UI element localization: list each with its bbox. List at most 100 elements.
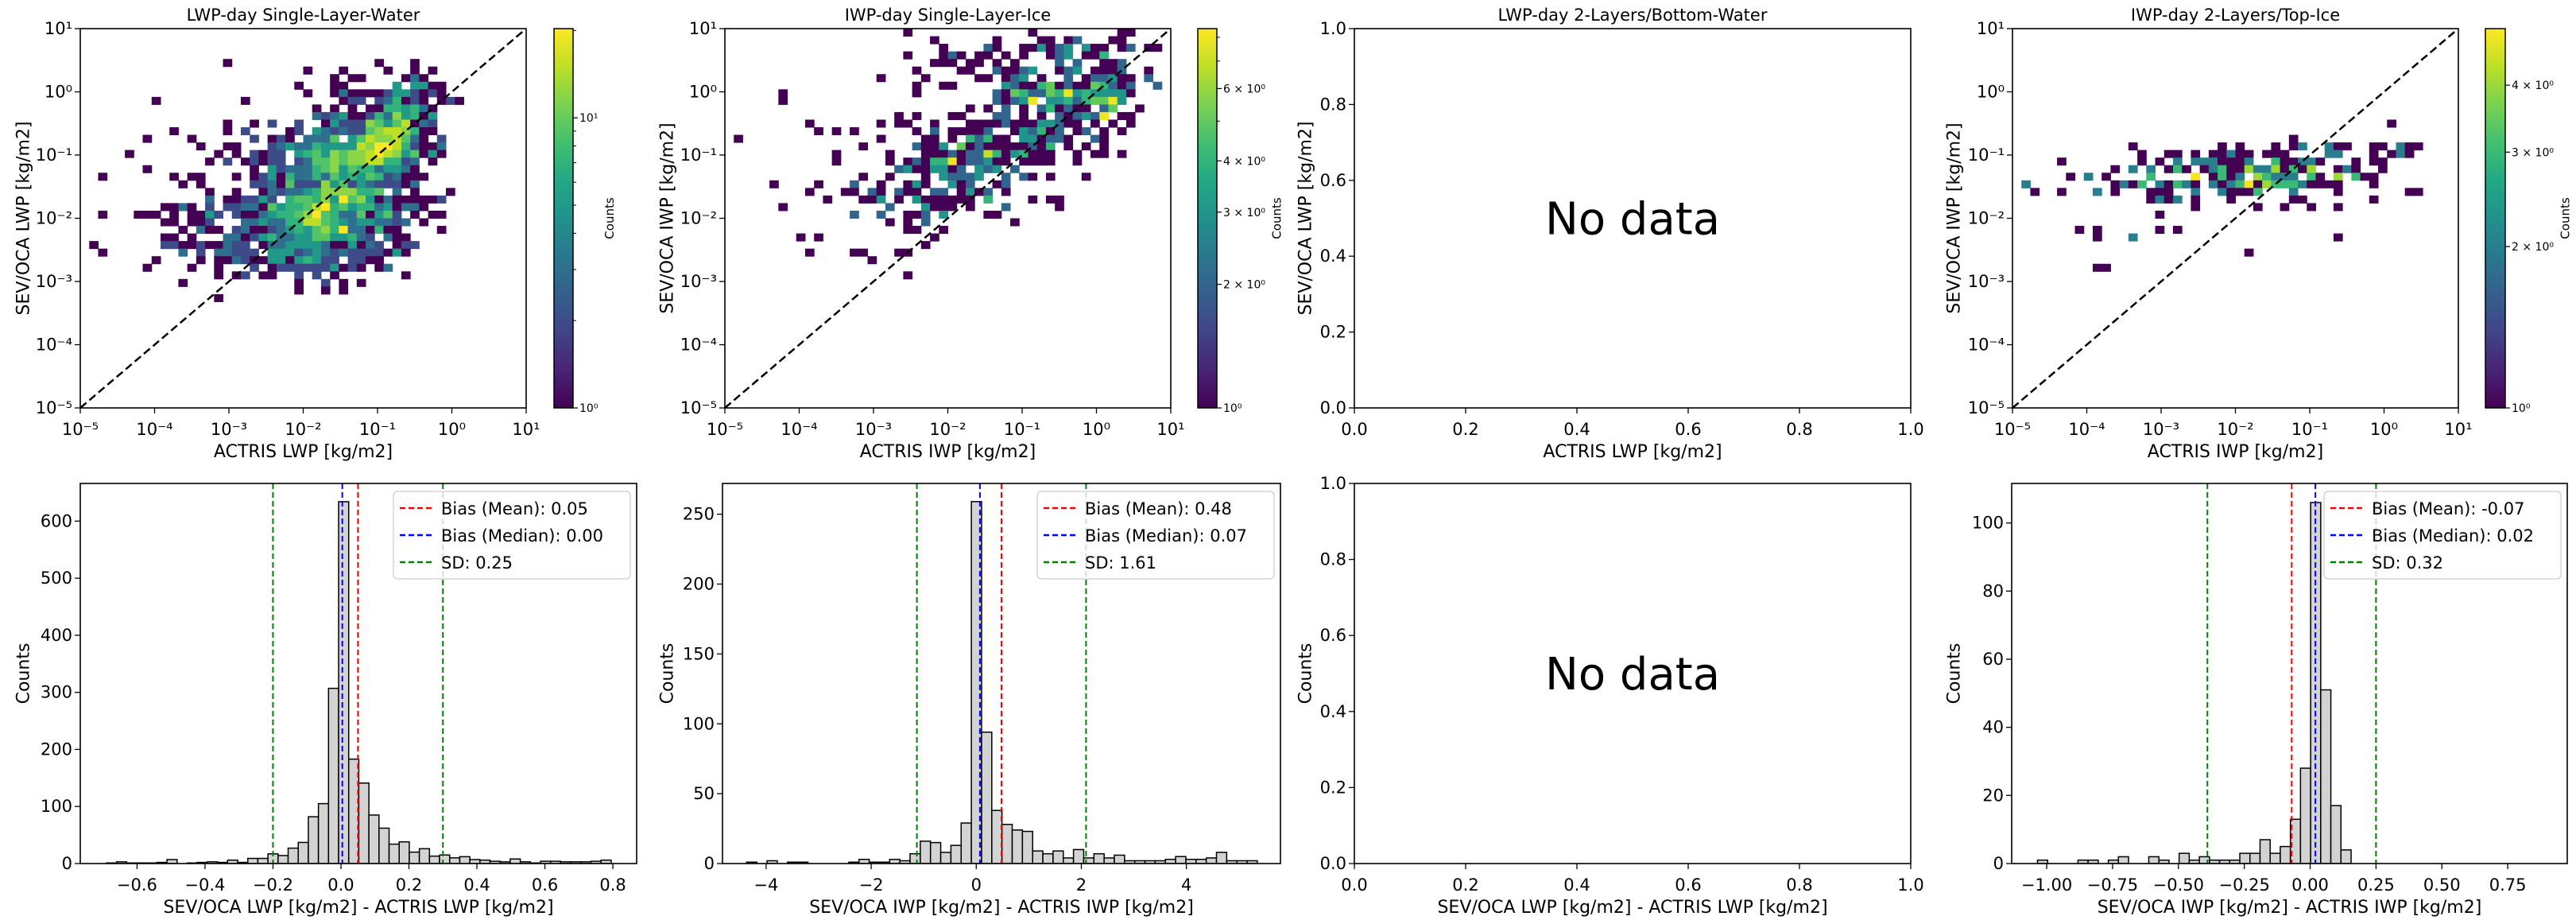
y-tick-label: 10⁻⁴ <box>36 336 72 355</box>
heatmap-cell <box>939 210 948 219</box>
legend: Bias (Mean): -0.07 Bias (Median): 0.02 SD:… <box>2323 491 2562 580</box>
histogram-bar <box>1011 829 1024 864</box>
heatmap-cell <box>965 142 975 151</box>
heatmap-cell <box>2262 165 2272 173</box>
heatmap-cell <box>2218 157 2227 166</box>
heatmap-cell <box>2128 142 2138 151</box>
heatmap-cell <box>1010 218 1020 227</box>
x-tick-label: 10⁰ <box>2370 420 2398 439</box>
heatmap-cell <box>347 256 358 265</box>
heatmap-cell <box>339 96 349 105</box>
heatmap-cell <box>419 203 429 212</box>
heatmap-cell <box>312 256 322 265</box>
heatmap-cell <box>2244 149 2254 158</box>
heatmap-cell <box>2404 149 2415 158</box>
panel-top-4: 10⁰ 2 × 10⁰ 3 × 10⁰ 4 × 10⁰ Counts 10⁻⁵ 10⁻⁴ 10… <box>1945 6 2573 462</box>
heatmap-cell <box>320 149 331 158</box>
heatmap-cell <box>920 210 931 219</box>
x-tick-label: −0.4 <box>184 875 225 895</box>
x-tick-label: 0.0 <box>1341 420 1367 439</box>
heatmap-cell <box>436 81 447 90</box>
heatmap-cell <box>956 127 966 136</box>
heatmap-cell <box>2413 188 2423 196</box>
heatmap-cell <box>1099 134 1109 143</box>
heatmap-cell <box>1081 173 1091 181</box>
heatmap-cell <box>169 233 179 242</box>
heatmap-cell <box>2253 165 2263 173</box>
histogram-bar <box>378 827 390 864</box>
heatmap-cell <box>1010 66 1020 75</box>
heatmap-cell <box>1010 81 1020 90</box>
heatmap-cell <box>196 173 206 181</box>
heatmap-cell <box>2307 157 2316 166</box>
heatmap-cell <box>992 36 1002 45</box>
heatmap-cell <box>374 165 384 173</box>
heatmap-cell <box>285 241 295 250</box>
heatmap-cell <box>1117 59 1127 68</box>
heatmap-cell <box>428 81 438 90</box>
heatmap-cell <box>1108 59 1118 68</box>
heatmap-cell <box>419 134 429 143</box>
heatmap-cell <box>903 119 913 128</box>
heatmap-cell <box>187 203 197 212</box>
heatmap-cell <box>2378 165 2388 173</box>
heatmap-cell <box>347 263 358 272</box>
heatmap-cell <box>320 218 331 227</box>
heatmap-cell <box>1055 203 1064 212</box>
heatmap-cell <box>223 119 233 128</box>
heatmap-cell <box>1081 51 1091 60</box>
panel-top-3: No data 0.0 0.2 0.4 0.6 0.8 1.0 0.0 0.2 0.4 0.6 0.8… <box>1296 6 1924 462</box>
heatmap-cell <box>2378 157 2388 166</box>
x-axis-label: ACTRIS IWP [kg/m2] <box>2148 442 2323 462</box>
heatmap-cell <box>956 51 966 60</box>
heatmap-cell <box>1117 127 1127 136</box>
heatmap-cell <box>401 89 411 98</box>
heatmap-cell <box>330 165 339 173</box>
heatmap-cell <box>294 210 304 219</box>
heatmap-cell <box>294 195 304 204</box>
y-tick-label: 0 <box>62 854 72 873</box>
heatmap-cell <box>947 134 958 143</box>
heatmap-cell <box>347 188 358 196</box>
heatmap-cell <box>410 59 420 68</box>
heatmap-cell <box>992 89 1002 98</box>
heatmap-cell <box>410 119 420 128</box>
x-axis-label: SEV/OCA LWP [kg/m2] - ACTRIS LWP [kg/m2] <box>163 898 553 918</box>
y-tick-label: 0.4 <box>1320 246 1346 266</box>
y-tick-label: 0.8 <box>1320 95 1346 114</box>
heatmap-cell <box>2021 180 2031 188</box>
heatmap-cell <box>2280 149 2290 158</box>
heatmap-cell <box>885 149 895 158</box>
heatmap-cell <box>303 165 313 173</box>
heatmap-cell <box>374 226 384 235</box>
heatmap-cell <box>2191 188 2201 196</box>
heatmap-cell <box>930 119 939 128</box>
heatmap-cell <box>2092 226 2102 235</box>
x-tick-label: 10⁻³ <box>2143 420 2179 439</box>
heatmap-cell <box>912 210 922 219</box>
x-tick-label: 10⁻⁵ <box>1994 420 2031 439</box>
heatmap-cell <box>1090 44 1100 52</box>
heatmap-cell <box>151 256 161 265</box>
heatmap-cell <box>285 142 295 151</box>
heatmap-cell <box>1036 36 1047 45</box>
heatmap-cell <box>320 119 331 128</box>
heatmap-cell <box>276 218 286 227</box>
one-to-one-line <box>80 29 526 408</box>
heatmap-cell <box>410 127 420 136</box>
heatmap-cell <box>330 104 339 113</box>
heatmap-cell <box>947 173 958 181</box>
heatmap-cell <box>410 81 420 90</box>
histogram-bar <box>1032 850 1044 864</box>
heatmap-cell <box>2208 173 2218 181</box>
heatmap-cell <box>2191 180 2201 188</box>
heatmap-cell <box>850 188 859 196</box>
heatmap-cell <box>383 134 393 143</box>
heatmap-cell <box>374 173 384 181</box>
heatmap-cell <box>231 142 242 151</box>
y-tick-label: 50 <box>693 784 715 803</box>
heatmap-cell <box>134 210 144 219</box>
colorbar-group: 10⁰ 2 × 10⁰ 3 × 10⁰ 4 × 10⁰ 6 × 10⁰ Counts <box>1197 28 1284 415</box>
x-axis-label: ACTRIS LWP [kg/m2] <box>214 442 393 462</box>
